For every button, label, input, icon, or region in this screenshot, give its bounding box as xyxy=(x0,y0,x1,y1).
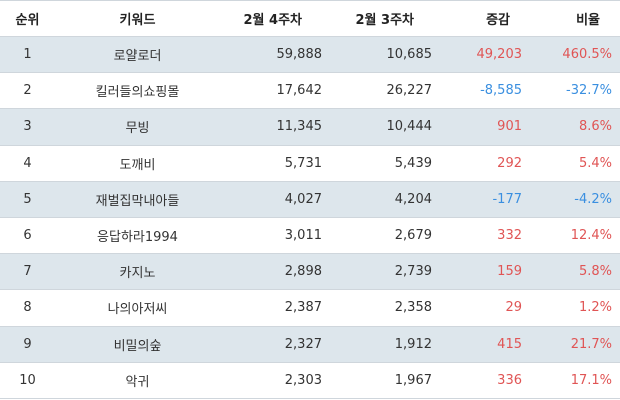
cell-keyword: 무빙 xyxy=(125,121,150,137)
cell-keyword: 악귀 xyxy=(125,374,150,390)
cell-change: 336 xyxy=(497,372,522,388)
cell-rank: 8 xyxy=(23,300,32,316)
cell-change: 49,203 xyxy=(476,47,523,63)
header-week3: 2월 3주차 xyxy=(355,13,415,28)
table-row: 10 악귀 2,303 1,967 336 17.1% xyxy=(0,363,620,399)
cell-week3: 2,358 xyxy=(394,300,432,316)
cell-week4: 2,303 xyxy=(284,372,322,388)
cell-week4: 2,387 xyxy=(284,300,322,316)
cell-week4: 11,345 xyxy=(276,119,323,135)
cell-rate: 5.8% xyxy=(578,264,612,280)
cell-week4: 5,731 xyxy=(284,155,322,171)
cell-rate: 1.2% xyxy=(578,300,612,316)
cell-week3: 2,739 xyxy=(394,264,432,280)
cell-rate: 21.7% xyxy=(570,336,612,352)
cell-rank: 3 xyxy=(23,119,32,135)
cell-week3: 1,912 xyxy=(394,336,432,352)
cell-week4: 17,642 xyxy=(276,83,323,99)
cell-change: -177 xyxy=(492,191,522,207)
cell-week3: 5,439 xyxy=(394,155,432,171)
cell-keyword: 카지노 xyxy=(119,266,156,282)
cell-rate: 5.4% xyxy=(578,155,612,171)
table-row: 7 카지노 2,898 2,739 159 5.8% xyxy=(0,254,620,291)
cell-rate: -4.2% xyxy=(574,191,612,207)
cell-rank: 4 xyxy=(23,155,32,171)
cell-week3: 4,204 xyxy=(394,191,432,207)
cell-keyword: 킬러들의쇼핑몰 xyxy=(95,85,180,101)
table-row: 5 재벌집막내아들 4,027 4,204 -177 -4.2% xyxy=(0,181,620,218)
header-week4: 2월 4주차 xyxy=(243,13,303,28)
table-row: 4 도깨비 5,731 5,439 292 5.4% xyxy=(0,146,620,182)
header-rank: 순위 xyxy=(15,13,40,28)
table-row: 3 무빙 11,345 10,444 901 8.6% xyxy=(0,109,620,146)
table-row: 2 킬러들의쇼핑몰 17,642 26,227 -8,585 -32.7% xyxy=(0,73,620,110)
cell-keyword: 응답하라1994 xyxy=(97,230,178,246)
cell-week4: 4,027 xyxy=(284,191,322,207)
cell-rank: 7 xyxy=(23,264,32,280)
cell-keyword: 로얄로더 xyxy=(113,49,162,65)
cell-rate: 12.4% xyxy=(570,228,612,244)
cell-week3: 1,967 xyxy=(394,372,432,388)
cell-week4: 59,888 xyxy=(276,47,323,63)
table-header: 순위 키워드 2월 4주차 2월 3주차 증감 비율 xyxy=(0,1,620,37)
table-row: 1 로얄로더 59,888 10,685 49,203 460.5% xyxy=(0,37,620,74)
cell-change: 332 xyxy=(497,228,522,244)
cell-change: 29 xyxy=(505,300,522,316)
cell-change: 159 xyxy=(497,264,522,280)
cell-rate: 8.6% xyxy=(578,119,612,135)
cell-rate: -32.7% xyxy=(566,83,612,99)
cell-keyword: 재벌집막내아들 xyxy=(95,193,180,209)
cell-change: -8,585 xyxy=(480,83,522,99)
cell-change: 415 xyxy=(497,336,522,352)
header-keyword: 키워드 xyxy=(119,13,156,28)
cell-rank: 6 xyxy=(23,228,32,244)
cell-week3: 2,679 xyxy=(394,228,432,244)
cell-week4: 2,898 xyxy=(284,264,322,280)
cell-week3: 26,227 xyxy=(386,83,433,99)
cell-week3: 10,685 xyxy=(386,47,433,63)
cell-rate: 460.5% xyxy=(562,47,612,63)
header-rate: 비율 xyxy=(576,13,600,28)
table-row: 6 응답하라1994 3,011 2,679 332 12.4% xyxy=(0,218,620,255)
table-row: 8 나의아저씨 2,387 2,358 29 1.2% xyxy=(0,290,620,327)
table-row: 9 비밀의숲 2,327 1,912 415 21.7% xyxy=(0,326,620,363)
cell-rate: 17.1% xyxy=(570,372,612,388)
cell-week4: 3,011 xyxy=(284,228,322,244)
cell-week3: 10,444 xyxy=(386,119,433,135)
cell-rank: 10 xyxy=(19,372,36,388)
cell-rank: 5 xyxy=(23,191,32,207)
cell-rank: 9 xyxy=(23,336,32,352)
cell-keyword: 나의아저씨 xyxy=(107,302,168,318)
cell-rank: 1 xyxy=(23,47,32,63)
cell-rank: 2 xyxy=(23,83,32,99)
header-change: 증감 xyxy=(486,13,510,28)
cell-change: 901 xyxy=(497,119,522,135)
cell-keyword: 도깨비 xyxy=(119,157,156,173)
cell-change: 292 xyxy=(497,155,522,171)
table-body: 1 로얄로더 59,888 10,685 49,203 460.5% 2 킬러들의쇼핑몰 17,… xyxy=(0,37,620,399)
cell-keyword: 비밀의숲 xyxy=(113,338,162,354)
cell-week4: 2,327 xyxy=(284,336,322,352)
